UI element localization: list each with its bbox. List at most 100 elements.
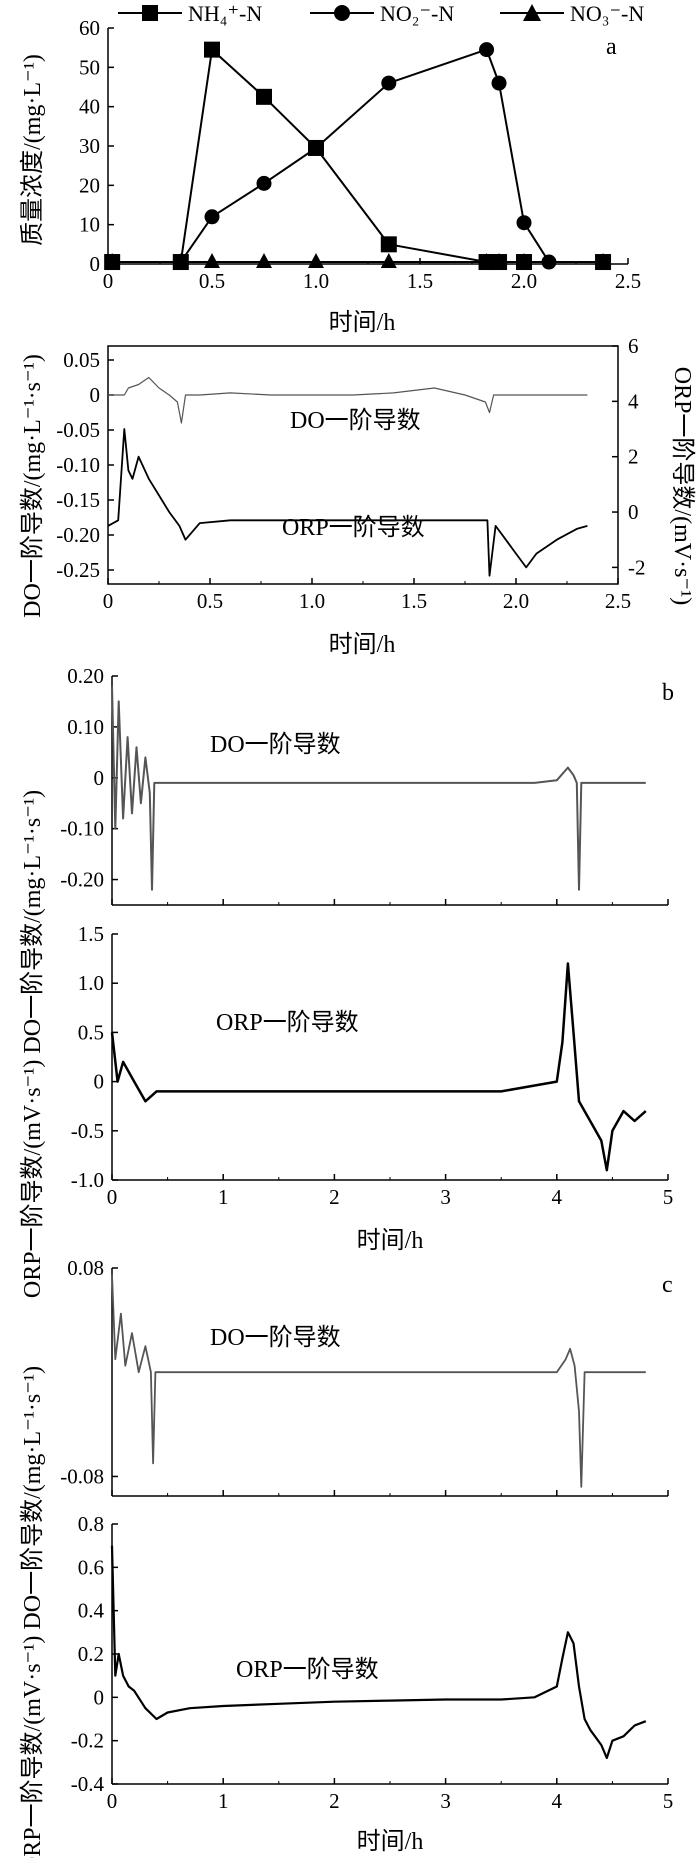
data-point-triangle: [380, 253, 397, 269]
panel-a-do-annotation: DO一阶导数: [290, 407, 421, 434]
x-tick-label: 1.0: [303, 269, 329, 293]
orp-derivative-line: [110, 962, 647, 1172]
y-tick-label: 20: [79, 173, 100, 197]
x-tick-label: 1.5: [407, 269, 433, 293]
y-tick-label: 0.10: [67, 715, 104, 739]
y-tick-label: -0.20: [56, 523, 100, 547]
y-tick-label: 10: [79, 213, 100, 237]
y-tick-label: -0.20: [60, 868, 104, 892]
panel-a-xlabel: 时间/h: [329, 309, 396, 336]
right-y-tick-label: -2: [628, 555, 646, 579]
panel-b-orp-plot: 0 1 2 3 4 5 1.5 1.0 0.5 0 -0.5 -1.0: [71, 922, 674, 1209]
x-tick-label: 5: [663, 1789, 674, 1813]
x-tick-label: 4: [552, 1185, 563, 1209]
data-point-square: [256, 88, 272, 105]
right-y-tick-label: 4: [628, 389, 639, 413]
data-point-triangle: [491, 253, 508, 269]
x-tick-label: 4: [552, 1789, 563, 1813]
x-tick-label: 0: [103, 589, 114, 613]
y-tick-label: 0.8: [78, 1512, 104, 1536]
panel-b-ylabel: ORP一阶导数/(mV·s⁻¹) DO一阶导数/(mg·L⁻¹·s⁻¹): [19, 790, 46, 1298]
y-tick-label: 0: [90, 383, 101, 407]
y-tick-label: 0.5: [78, 1020, 104, 1044]
panel-b-xlabel: 时间/h: [357, 1227, 424, 1254]
x-tick-label: 2.5: [605, 589, 631, 613]
do-derivative-line: [111, 1274, 646, 1488]
x-tick-label: 1.5: [401, 589, 427, 613]
x-tick-label: 3: [440, 1185, 451, 1209]
x-tick-label: 2.5: [615, 269, 641, 293]
x-tick-label: 1: [218, 1789, 229, 1813]
data-point-triangle: [204, 253, 220, 269]
panel-c-letter: c: [662, 1272, 673, 1298]
data-point-triangle: [256, 253, 272, 269]
panel-b-orp-annotation: ORP一阶导数: [216, 1009, 359, 1036]
data-point-circle: [256, 175, 272, 191]
panel-a-letter: a: [606, 34, 617, 60]
data-point-triangle: [595, 253, 612, 269]
panel-b-do-annotation: DO一阶导数: [210, 731, 341, 758]
orp-derivative-line: [110, 1545, 647, 1760]
x-tick-label: 2.0: [511, 269, 537, 293]
panel-c-orp-ylabel-text: ORP一阶导数/(mV·s⁻¹): [19, 1636, 46, 1858]
y-tick-label: -0.2: [71, 1729, 104, 1753]
legend-no2-label: NO₂⁻-N: [380, 1, 454, 26]
x-tick-label: 2: [329, 1789, 340, 1813]
x-tick-label: 2.0: [503, 589, 529, 613]
panel-a-ylabel: 质量浓度/(mg·L⁻¹): [19, 54, 46, 246]
y-tick-label: 0.2: [78, 1642, 104, 1666]
panel-c-do-ylabel-text: DO一阶导数/(mg·L⁻¹·s⁻¹): [19, 1366, 46, 1630]
y-tick-label: -0.5: [71, 1119, 104, 1143]
x-tick-label: 0: [107, 1789, 118, 1813]
panel-c-xlabel: 时间/h: [357, 1828, 424, 1855]
y-tick-label: 0: [94, 1070, 105, 1094]
panel-a-orp-ylabel: ORP一阶导数/(mV·s⁻¹): [669, 367, 696, 606]
orp-derivative-line: [107, 428, 588, 577]
do-derivative-line: [108, 376, 588, 424]
right-y-tick-label: 6: [628, 334, 639, 358]
panel-c-orp-plot: 0 1 2 3 4 5 0.8 0.6 0.4 0.2 0 -0.2 -0.4: [71, 1512, 674, 1813]
data-point-triangle: [104, 253, 121, 269]
panel-a-derivative-plot: 0 0.5 1.0 1.5 2.0 2.5 0.05 0 -0.05 -0.10 -0.15 -0.2…: [56, 334, 645, 613]
data-point-circle: [204, 209, 220, 225]
data-point-circle: [381, 75, 397, 91]
y-tick-label: 0: [90, 252, 101, 276]
x-tick-label: 0.5: [199, 269, 225, 293]
x-tick-label: 3: [440, 1789, 451, 1813]
legend-nh4-label: NH₄⁺-N: [188, 1, 262, 26]
right-y-tick-label: 2: [628, 445, 639, 469]
legend-triangle-marker: [523, 4, 541, 21]
panel-b-orp-ylabel-text: ORP一阶导数/(mV·s⁻¹): [19, 1060, 46, 1299]
panel-c-do-plot: 0.08 -0.08: [60, 1256, 669, 1497]
legend-square-marker: [142, 5, 158, 21]
y-tick-label: -0.25: [56, 558, 100, 582]
y-tick-label: -0.10: [60, 817, 104, 841]
panel-a-derivative-xlabel: 时间/h: [329, 631, 396, 658]
legend-no3-label: NO₃⁻-N: [570, 1, 644, 26]
y-tick-label: 0.05: [63, 348, 100, 372]
y-tick-label: -0.15: [56, 488, 100, 512]
y-tick-label: 60: [79, 16, 100, 40]
y-tick-label: 0.08: [67, 1256, 104, 1280]
x-tick-label: 0: [107, 1185, 118, 1209]
panel-a-plot: 0 0.5 1.0 1.5 2.0 2.5 0 10 20 30 40 50 60: [79, 16, 641, 293]
x-tick-label: 5: [663, 1185, 674, 1209]
panel-c-do-annotation: DO一阶导数: [210, 1324, 341, 1351]
panel-a-do-ylabel: DO一阶导数/(mg·L⁻¹·s⁻¹): [19, 354, 46, 618]
panel-c-orp-annotation: ORP一阶导数: [236, 1656, 379, 1683]
y-tick-label: 1.0: [78, 971, 104, 995]
data-point-triangle: [516, 253, 532, 269]
x-tick-label: 0: [103, 269, 114, 293]
panel-b-do-plot: 0.20 0.10 0 -0.10 -0.20: [60, 664, 669, 906]
y-tick-label: -0.10: [56, 453, 100, 477]
y-tick-label: 50: [79, 55, 100, 79]
data-point-circle: [516, 215, 532, 231]
y-tick-label: -0.05: [56, 418, 100, 442]
panel-a-legend: NH₄⁺-N NO₂⁻-N NO₃⁻-N: [118, 1, 644, 26]
y-tick-label: -0.4: [71, 1772, 105, 1796]
y-tick-label: -1.0: [71, 1168, 104, 1192]
y-tick-label: 0: [94, 1685, 105, 1709]
y-tick-label: 0: [94, 766, 105, 790]
y-tick-label: 1.5: [78, 922, 104, 946]
